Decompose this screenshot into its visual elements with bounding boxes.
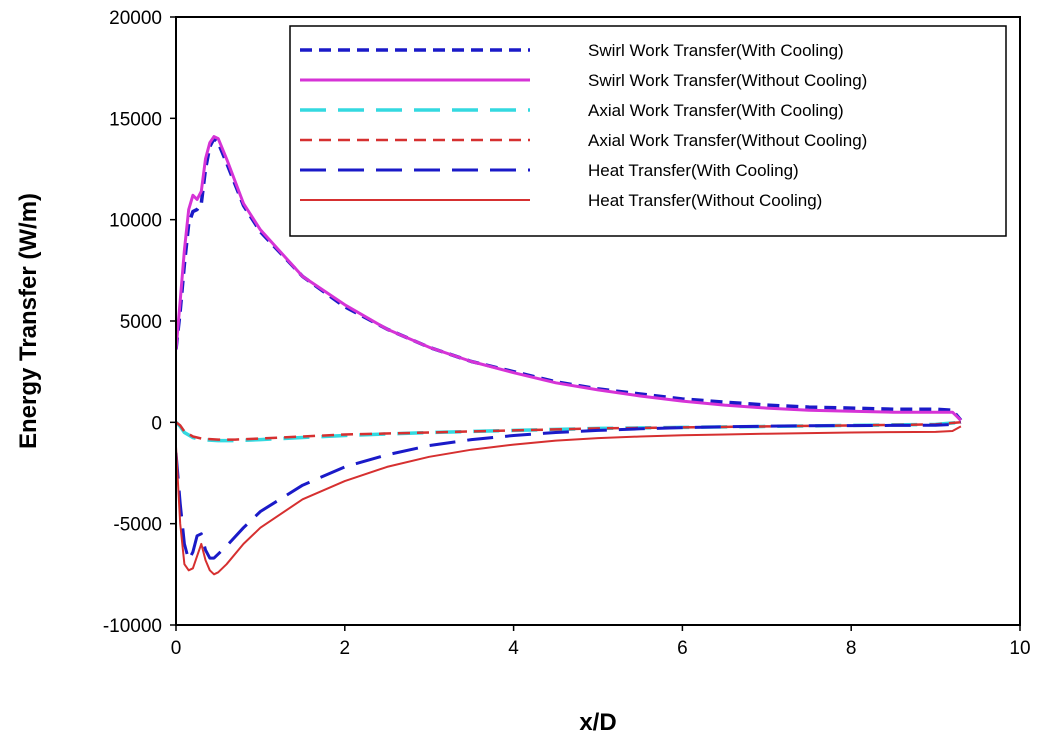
y-tick-label: 0: [151, 413, 162, 434]
series-line-2: [176, 135, 962, 422]
x-tick-label: 0: [171, 638, 182, 659]
y-axis-ticks: -10000 -5000 0 5000 10000 15000 20000: [103, 8, 176, 637]
legend-label-6: Heat Transfer(Without Cooling): [588, 191, 822, 210]
y-axis-title: Energy Transfer (W/m): [15, 193, 42, 449]
series-layer: [176, 135, 963, 576]
x-tick-label: 8: [846, 638, 857, 659]
legend-label-1: Swirl Work Transfer(With Cooling): [588, 41, 844, 60]
x-tick-label: 4: [508, 638, 519, 659]
legend-label-3: Axial Work Transfer(With Cooling): [588, 101, 844, 120]
y-tick-label: -5000: [113, 515, 162, 536]
y-tick-label: 15000: [109, 109, 162, 130]
y-tick-label: 20000: [109, 8, 162, 29]
legend-label-4: Axial Work Transfer(Without Cooling): [588, 131, 867, 150]
x-axis-ticks: 0 2 4 6 8 10: [171, 625, 1031, 659]
x-tick-label: 2: [340, 638, 351, 659]
y-tick-label: 10000: [109, 211, 162, 232]
x-tick-label: 6: [677, 638, 688, 659]
legend-label-2: Swirl Work Transfer(Without Cooling): [588, 71, 867, 90]
y-tick-label: 5000: [120, 312, 162, 333]
series-line-5: [176, 420, 962, 562]
y-tick-label: -10000: [103, 616, 162, 637]
legend-label-5: Heat Transfer(With Cooling): [588, 161, 799, 180]
series-line-6: [176, 425, 962, 576]
legend: Swirl Work Transfer(With Cooling) Swirl W…: [289, 25, 1007, 237]
x-axis-title: x/D: [579, 709, 616, 736]
x-tick-label: 10: [1009, 638, 1030, 659]
